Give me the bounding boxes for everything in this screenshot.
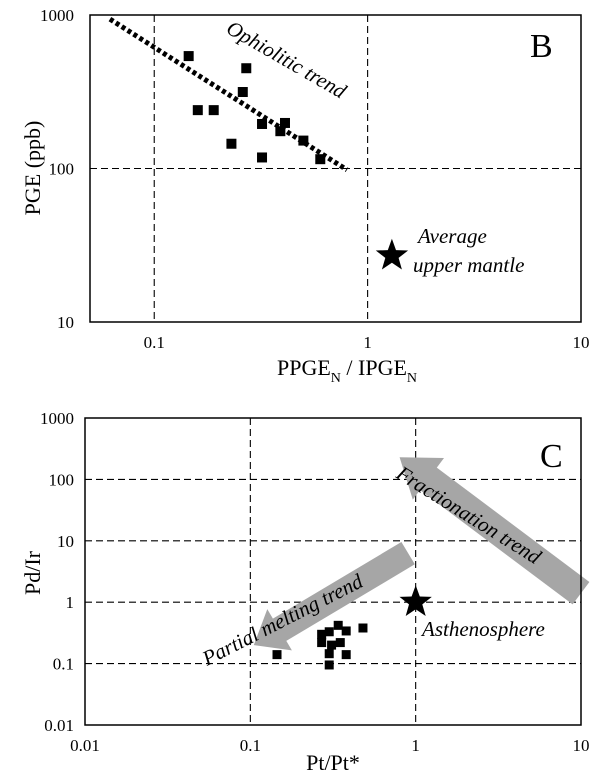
chart-c: Partial melting trend Fractionation tren… [20,409,590,775]
chart-b-y-axis-label: PGE (ppb) [20,121,45,216]
chart-c-partial-melting-arrow [253,542,415,651]
chart-c-x-ticks: 0.01 0.1 1 10 [70,736,589,755]
chart-c-panel-label: C [540,438,563,475]
chart-c-y-ticks: 0.01 0.1 1 10 100 1000 [40,409,74,735]
chart-b-data-point [257,152,268,163]
chart-b-x-tick-label: 0.1 [144,333,165,352]
chart-b-data-point [183,51,194,62]
chart-c-x-tick-label: 1 [411,736,420,755]
chart-c-data-point [341,626,351,636]
chart-c-data-point [327,640,337,650]
chart-c-y-tick-label: 10 [57,532,74,551]
chart-b-x-ticks: 0.1 1 10 [144,333,590,352]
chart-b-data-point [192,105,203,116]
chart-b-x-axis-label: PPGEN / IPGEN [277,355,417,386]
chart-b-y-tick-label: 1000 [40,6,74,25]
chart-c-x-tick-label: 0.1 [240,736,261,755]
chart-b-grid [90,15,581,322]
chart-c-y-tick-label: 0.1 [53,655,74,674]
chart-c-x-axis-label: Pt/Pt* [306,750,360,775]
chart-b-data-point [241,63,252,74]
chart-c-data-point [333,620,343,630]
chart-b-x-tick-label: 1 [363,333,372,352]
chart-b-data-point [208,105,219,116]
chart-c-frame [84,417,582,726]
chart-b-points [183,51,326,165]
chart-c-y-axis-label: Pd/Ir [20,550,45,595]
chart-b-data-point [257,118,268,129]
chart-c-data-point [317,629,327,639]
chart-c-x-tick-label: 10 [573,736,590,755]
chart-c-asthenosphere-label: Asthenosphere [420,617,545,641]
chart-c-points [272,620,368,670]
chart-b-data-point [275,126,286,137]
chart-c-data-point [341,650,351,660]
chart-c-data-point [317,638,327,648]
chart-c-data-point [335,638,345,648]
chart-b-y-tick-label: 100 [49,160,75,179]
chart-c-fractionation-label: Fractionation trend [392,460,546,569]
chart-b-frame [89,14,582,323]
chart-c-data-point [324,649,334,659]
chart-b-y-tick-label: 10 [57,313,74,332]
chart-b-panel-label: B [530,28,553,65]
chart-b-data-point [315,154,326,165]
chart-c-data-point [324,627,334,637]
chart-c-y-tick-label: 1000 [40,409,74,428]
chart-c-partial-melting-label: Partial melting trend [197,569,367,671]
chart-b-x-tick-label: 10 [573,333,590,352]
chart-c-y-tick-label: 100 [49,470,75,489]
chart-c-y-tick-label: 0.01 [44,716,74,735]
chart-b: Ophiolitic trend Average upper mantle B … [20,6,590,386]
chart-b-data-point [226,138,237,149]
chart-c-y-tick-label: 1 [66,593,75,612]
chart-b-y-ticks: 10 100 1000 [40,6,74,332]
chart-c-grid [85,418,581,725]
chart-c-x-tick-label: 0.01 [70,736,100,755]
chart-b-average-label: Average [416,224,487,248]
chart-c-fractionation-arrow [399,457,590,605]
chart-c-data-point [358,623,368,633]
chart-c-data-point [272,650,282,660]
chart-c-asthenosphere-star [399,585,432,616]
chart-b-data-point [279,117,290,128]
chart-b-data-point [237,87,248,98]
chart-b-average-mantle-star [375,238,409,270]
chart-c-data-point [324,660,334,670]
chart-b-data-point [298,135,309,146]
chart-b-upper-mantle-label: upper mantle [413,253,524,277]
